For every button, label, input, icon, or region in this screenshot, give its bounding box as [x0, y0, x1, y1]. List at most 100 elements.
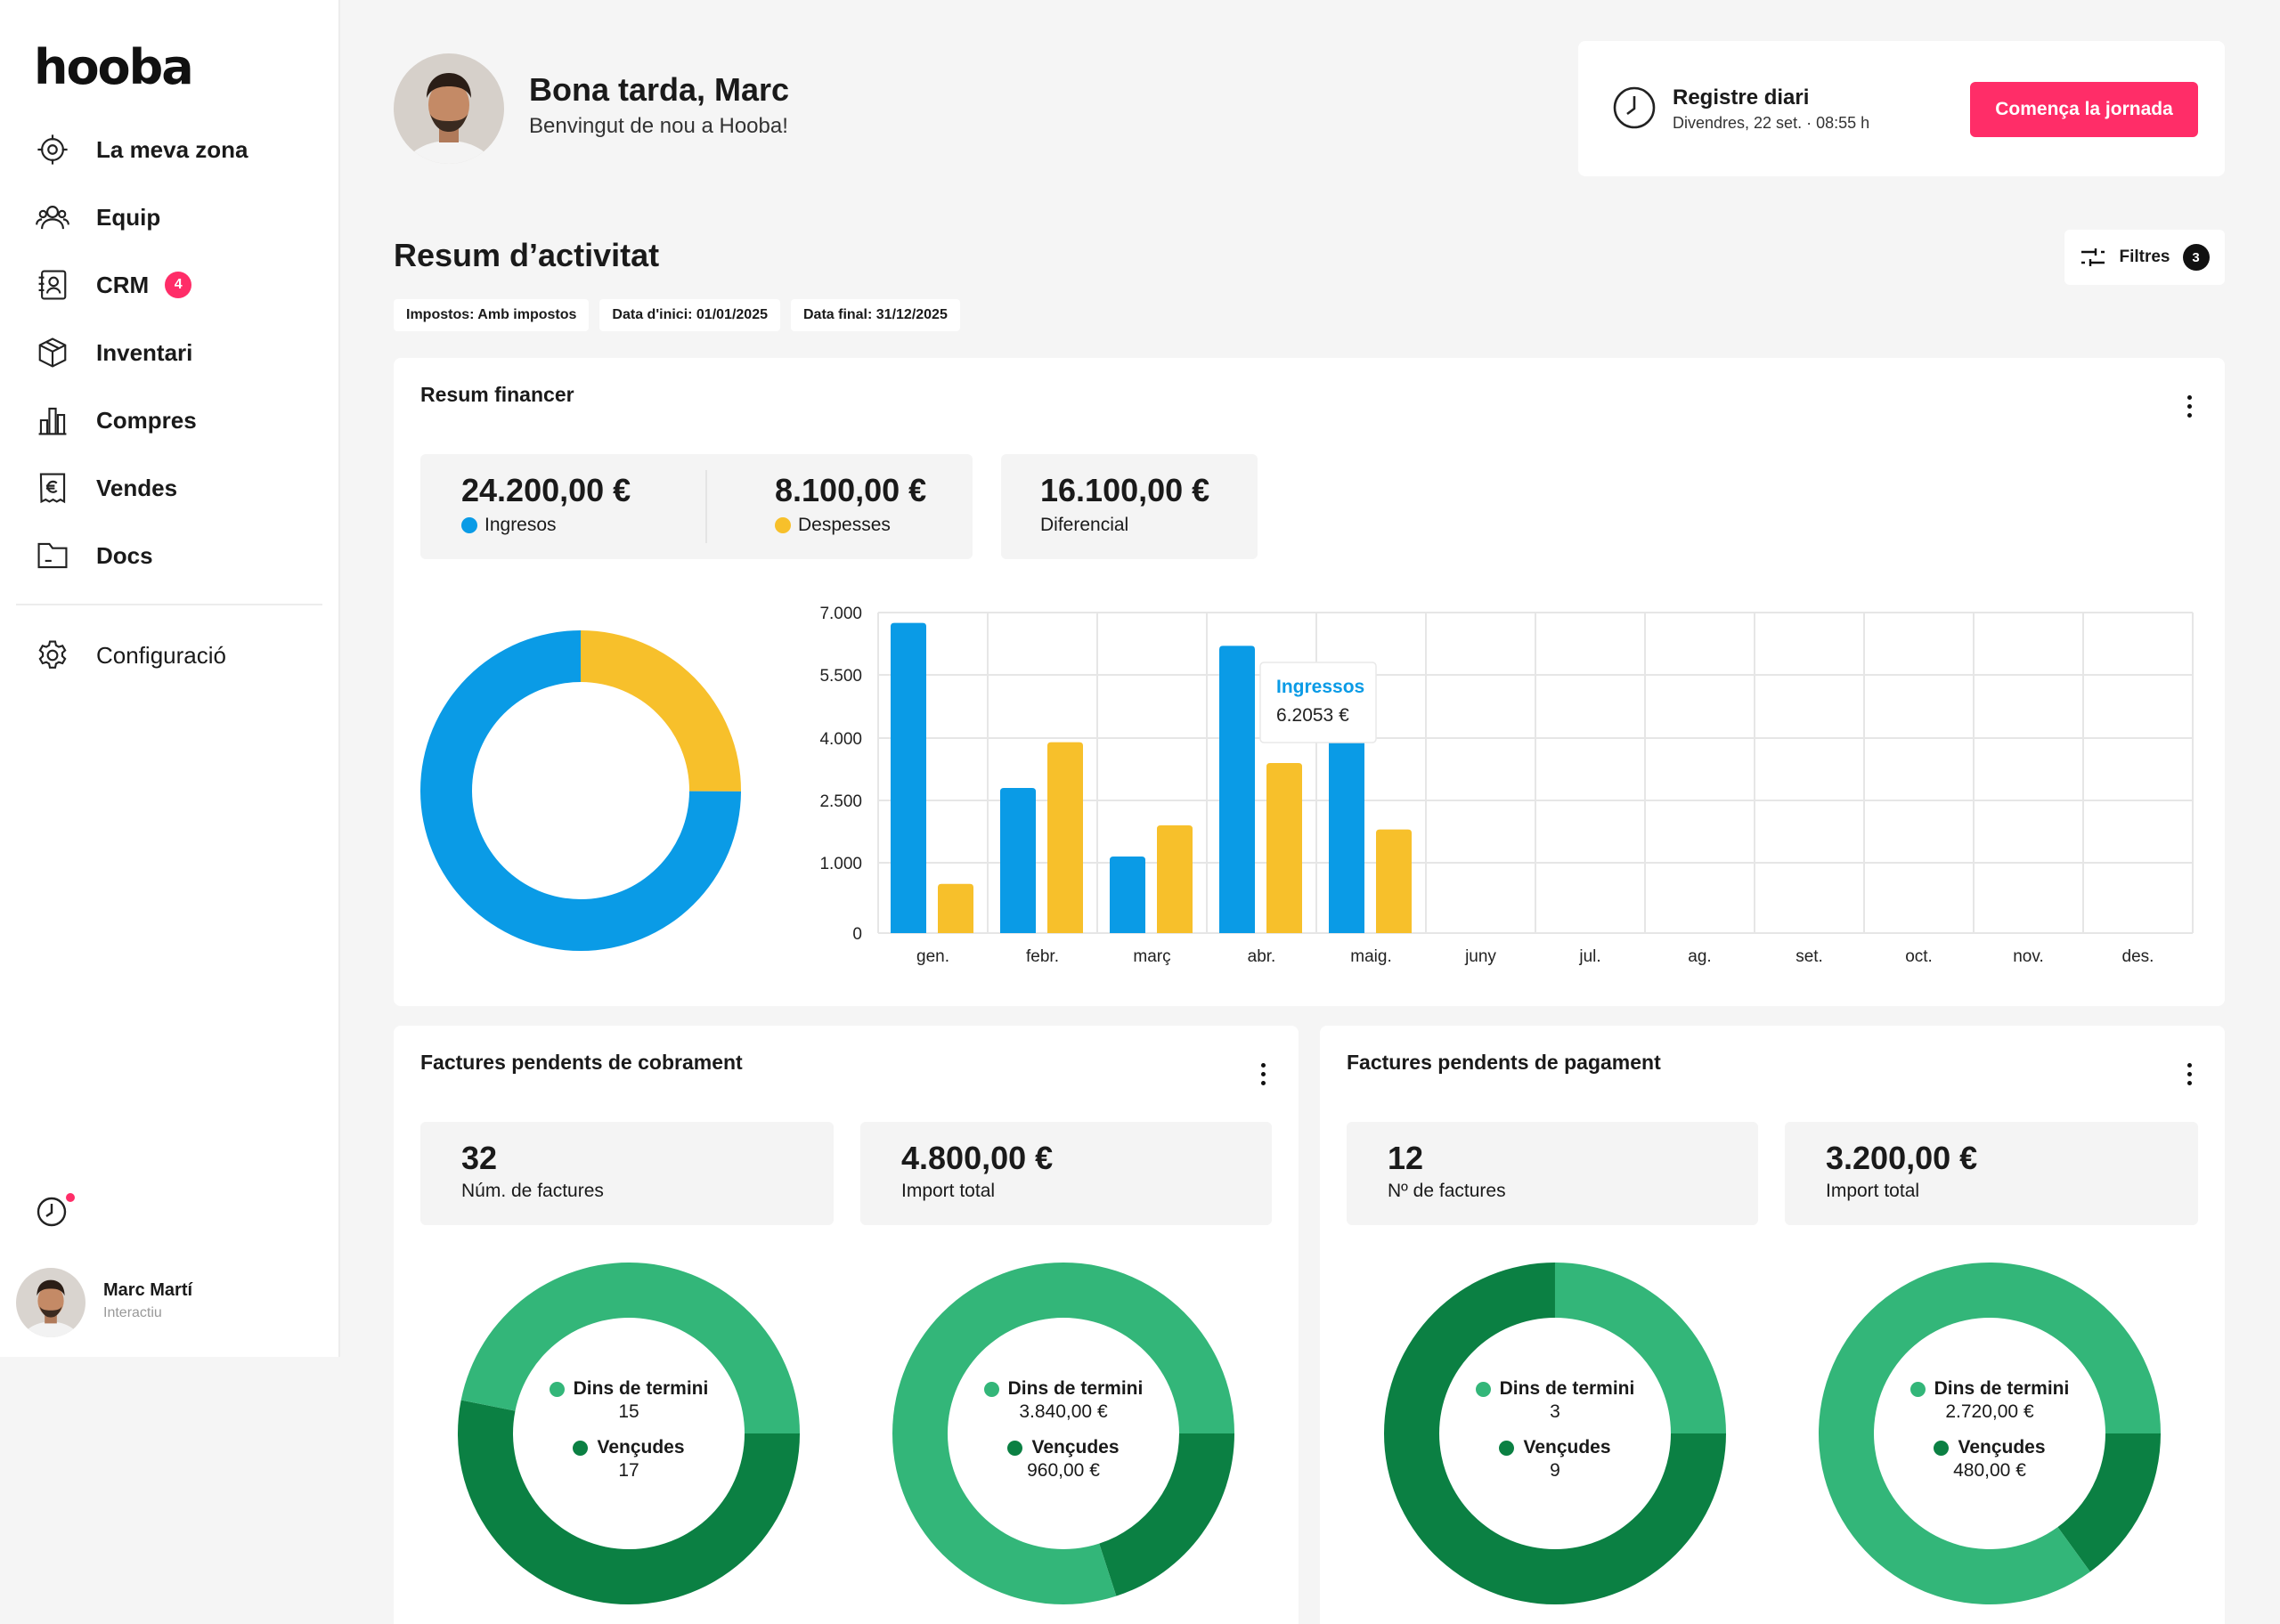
active-filters: Impostos: Amb impostos Data d'inici: 01/… [394, 299, 960, 331]
donut-slice-on-time [892, 1263, 1234, 1604]
on-time-legend-dot [1910, 1381, 1926, 1397]
receivable-count-box: 32 Núm. de factures [420, 1122, 834, 1225]
filter-chip-end-date[interactable]: Data final: 31/12/2025 [790, 299, 960, 331]
on-time-label: Dins de termini [1934, 1378, 2070, 1399]
sidebar-item-label: Inventari [96, 338, 193, 366]
financial-summary-card: Resum financer 24.200,00 € Ingresos 8.10… [394, 358, 2225, 1006]
monthly-bar-chart: 7.000 5.500 4.000 2.500 1.000 0 gen. febr. març a… [819, 605, 2194, 966]
header-avatar [394, 53, 504, 164]
time-tracker-icon[interactable] [34, 1193, 69, 1229]
payable-amount-donut-labels: Dins de termini 2.720,00 € Vençudes 480,… [1883, 1378, 2097, 1482]
on-time-label: Dins de termini [1007, 1378, 1144, 1399]
card-title: Factures pendents de cobrament [420, 1051, 743, 1074]
filter-chip-start-date[interactable]: Data d'inici: 01/01/2025 [599, 299, 780, 331]
x-tick-label: maig. [1350, 947, 1391, 966]
more-options-icon[interactable] [2178, 1056, 2200, 1092]
more-options-icon[interactable] [2178, 388, 2200, 424]
y-tick-label: 1.000 [819, 855, 862, 873]
greeting: Bona tarda, Marc [529, 71, 790, 108]
x-tick-label: oct. [1905, 947, 1933, 966]
bar-ingresos-2[interactable] [1110, 857, 1145, 933]
bar-despesses-4[interactable] [1376, 829, 1412, 933]
difference-value: 16.100,00 € [1040, 472, 1210, 508]
sidebar-divider [16, 604, 322, 605]
sidebar-item-label: Vendes [96, 474, 178, 501]
receivable-amount-label: Import total [901, 1181, 996, 1201]
donut-slice-despesses [581, 630, 741, 792]
overdue-label: Vençudes [1523, 1437, 1611, 1458]
bar-ingresos-4[interactable] [1329, 691, 1364, 933]
overdue-value: 480,00 € [1953, 1460, 2026, 1481]
y-tick-label: 0 [852, 925, 862, 944]
difference-label: Diferencial [1040, 515, 1129, 535]
donut-slice-overdue [1384, 1263, 1726, 1604]
sidebar-item-purchases[interactable]: Compres [34, 395, 197, 445]
sidebar-item-label: Docs [96, 541, 153, 569]
hooba-logo[interactable]: hooba [34, 39, 194, 95]
bar-despesses-2[interactable] [1157, 825, 1193, 933]
income-legend-dot [461, 517, 477, 533]
sidebar-item-label: Equip [96, 203, 161, 231]
on-time-value: 2.720,00 € [1945, 1401, 2034, 1422]
sliders-icon [2081, 248, 2105, 266]
x-tick-label: nov. [2013, 947, 2044, 966]
sidebar-item-label: CRM [96, 271, 150, 298]
on-time-label: Dins de termini [1499, 1378, 1635, 1399]
gear-icon [34, 637, 71, 674]
sidebar-item-sales[interactable]: Vendes [34, 463, 177, 513]
on-time-value: 3.840,00 € [1019, 1401, 1108, 1422]
crm-notification-badge: 4 [165, 272, 192, 298]
on-time-value: 3 [1550, 1401, 1560, 1422]
donut-slice-on-time [1555, 1263, 1726, 1433]
start-workday-button[interactable]: Comença la jornada [1970, 82, 2198, 137]
bar-despesses-1[interactable] [1047, 742, 1083, 933]
x-tick-label: març [1133, 947, 1170, 966]
income-label: Ingresos [461, 515, 557, 536]
x-tick-label: juny [1464, 947, 1496, 966]
overdue-label: Vençudes [1958, 1437, 2046, 1458]
filter-chip-taxes[interactable]: Impostos: Amb impostos [394, 299, 590, 331]
y-tick-label: 2.500 [819, 792, 862, 811]
sidebar-item-inventory[interactable]: Inventari [34, 328, 192, 378]
contact-card-icon [34, 266, 71, 304]
more-options-icon[interactable] [1252, 1056, 1274, 1092]
sidebar-item-label: Configuració [96, 641, 226, 669]
payable-count-donut-chart [1384, 1263, 1726, 1604]
payable-amount-donut-chart [1819, 1263, 2161, 1604]
overdue-value: 9 [1550, 1460, 1560, 1481]
chart-tooltip: Ingressos 6.2053 € [1259, 662, 1377, 743]
tooltip-title: Ingressos [1276, 677, 1364, 697]
payable-count-donut-labels: Dins de termini 3 Vençudes 9 [1448, 1378, 1662, 1482]
filters-button[interactable]: Filtres 3 [2064, 230, 2225, 285]
difference-box: 16.100,00 € Diferencial [1001, 454, 1258, 559]
card-title: Resum financer [420, 383, 574, 406]
bar-ingresos-3[interactable] [1219, 646, 1255, 933]
sidebar-item-team[interactable]: Equip [34, 192, 160, 242]
expenses-legend-dot [775, 517, 791, 533]
sidebar-item-my-zone[interactable]: La meva zona [34, 125, 248, 175]
receivable-amount-donut-labels: Dins de termini 3.840,00 € Vençudes 960,… [957, 1378, 1170, 1482]
overdue-value: 960,00 € [1027, 1460, 1100, 1481]
receivable-invoices-card: Factures pendents de cobrament 32 Núm. d… [394, 1026, 1299, 1624]
receivable-amount-donut-chart [892, 1263, 1234, 1604]
user-role: Interactiu [103, 1305, 162, 1320]
overdue-legend-dot [1934, 1440, 1950, 1456]
bar-despesses-0[interactable] [938, 883, 973, 933]
payable-count-value: 12 [1388, 1140, 1424, 1176]
sidebar-item-docs[interactable]: Docs [34, 531, 153, 581]
receivable-count-value: 32 [461, 1140, 498, 1176]
sidebar-item-settings[interactable]: Configuració [34, 630, 226, 680]
payable-count-label: Nº de factures [1388, 1181, 1506, 1201]
filters-count-badge: 3 [2182, 244, 2210, 271]
avatar[interactable] [16, 1268, 86, 1337]
tooltip-value: 6.2053 € [1276, 705, 1349, 726]
bar-ingresos-1[interactable] [1000, 788, 1036, 933]
box-icon [34, 334, 71, 371]
overdue-label: Vençudes [597, 1437, 685, 1458]
card-title: Factures pendents de pagament [1347, 1051, 1661, 1074]
page-title: Resum d’activitat [394, 237, 660, 273]
bar-ingresos-0[interactable] [891, 622, 926, 933]
sidebar-item-crm[interactable]: CRM 4 [34, 260, 192, 310]
bar-despesses-3[interactable] [1266, 763, 1302, 933]
income-value: 24.200,00 € [461, 472, 631, 508]
